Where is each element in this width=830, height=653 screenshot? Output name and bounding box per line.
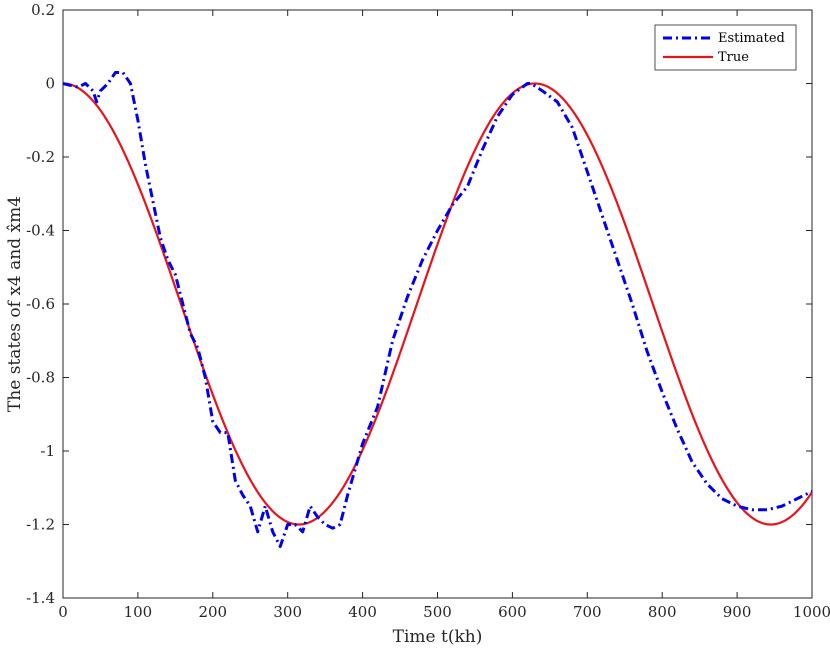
x-tick-label: 900 — [723, 603, 752, 621]
legend-label-estimated: Estimated — [718, 31, 785, 46]
legend-box — [654, 24, 797, 71]
y-tick-label: 0 — [45, 75, 55, 93]
x-tick-label: 100 — [124, 603, 153, 621]
series-estimated-line — [62, 70, 813, 549]
y-tick-label: 0.2 — [31, 1, 55, 19]
y-axis: 0.2 0 -0.2 -0.4 -0.6 -0.8 -1 -1.2 -1.4 — [26, 1, 812, 607]
x-axis: 0 100 200 300 400 500 600 700 800 900 1000 — [58, 10, 830, 621]
legend-label-true: True — [718, 50, 749, 65]
x-tick-label: 1000 — [793, 603, 830, 621]
x-tick-label: 500 — [423, 603, 452, 621]
y-tick-label: -0.2 — [26, 148, 55, 166]
x-tick-label: 300 — [273, 603, 302, 621]
x-tick-label: 400 — [348, 603, 377, 621]
legend: Estimated True — [654, 24, 797, 71]
y-tick-label: -1.2 — [26, 516, 55, 534]
y-tick-label: -1.4 — [26, 589, 55, 607]
plot-area — [62, 9, 813, 599]
y-tick-label: -1 — [40, 442, 55, 460]
y-axis-label: The states of x4 and x̂m4 — [5, 196, 25, 412]
x-tick-label: 200 — [198, 603, 227, 621]
x-tick-label: 700 — [573, 603, 602, 621]
y-tick-label: -0.4 — [26, 222, 55, 240]
x-axis-label: Time t(kh) — [393, 627, 483, 647]
x-tick-label: 0 — [58, 603, 68, 621]
y-tick-label: -0.8 — [26, 369, 55, 387]
y-tick-label: -0.6 — [26, 295, 55, 313]
series-layer — [62, 70, 813, 549]
x-tick-label: 600 — [498, 603, 527, 621]
x-tick-label: 800 — [648, 603, 677, 621]
